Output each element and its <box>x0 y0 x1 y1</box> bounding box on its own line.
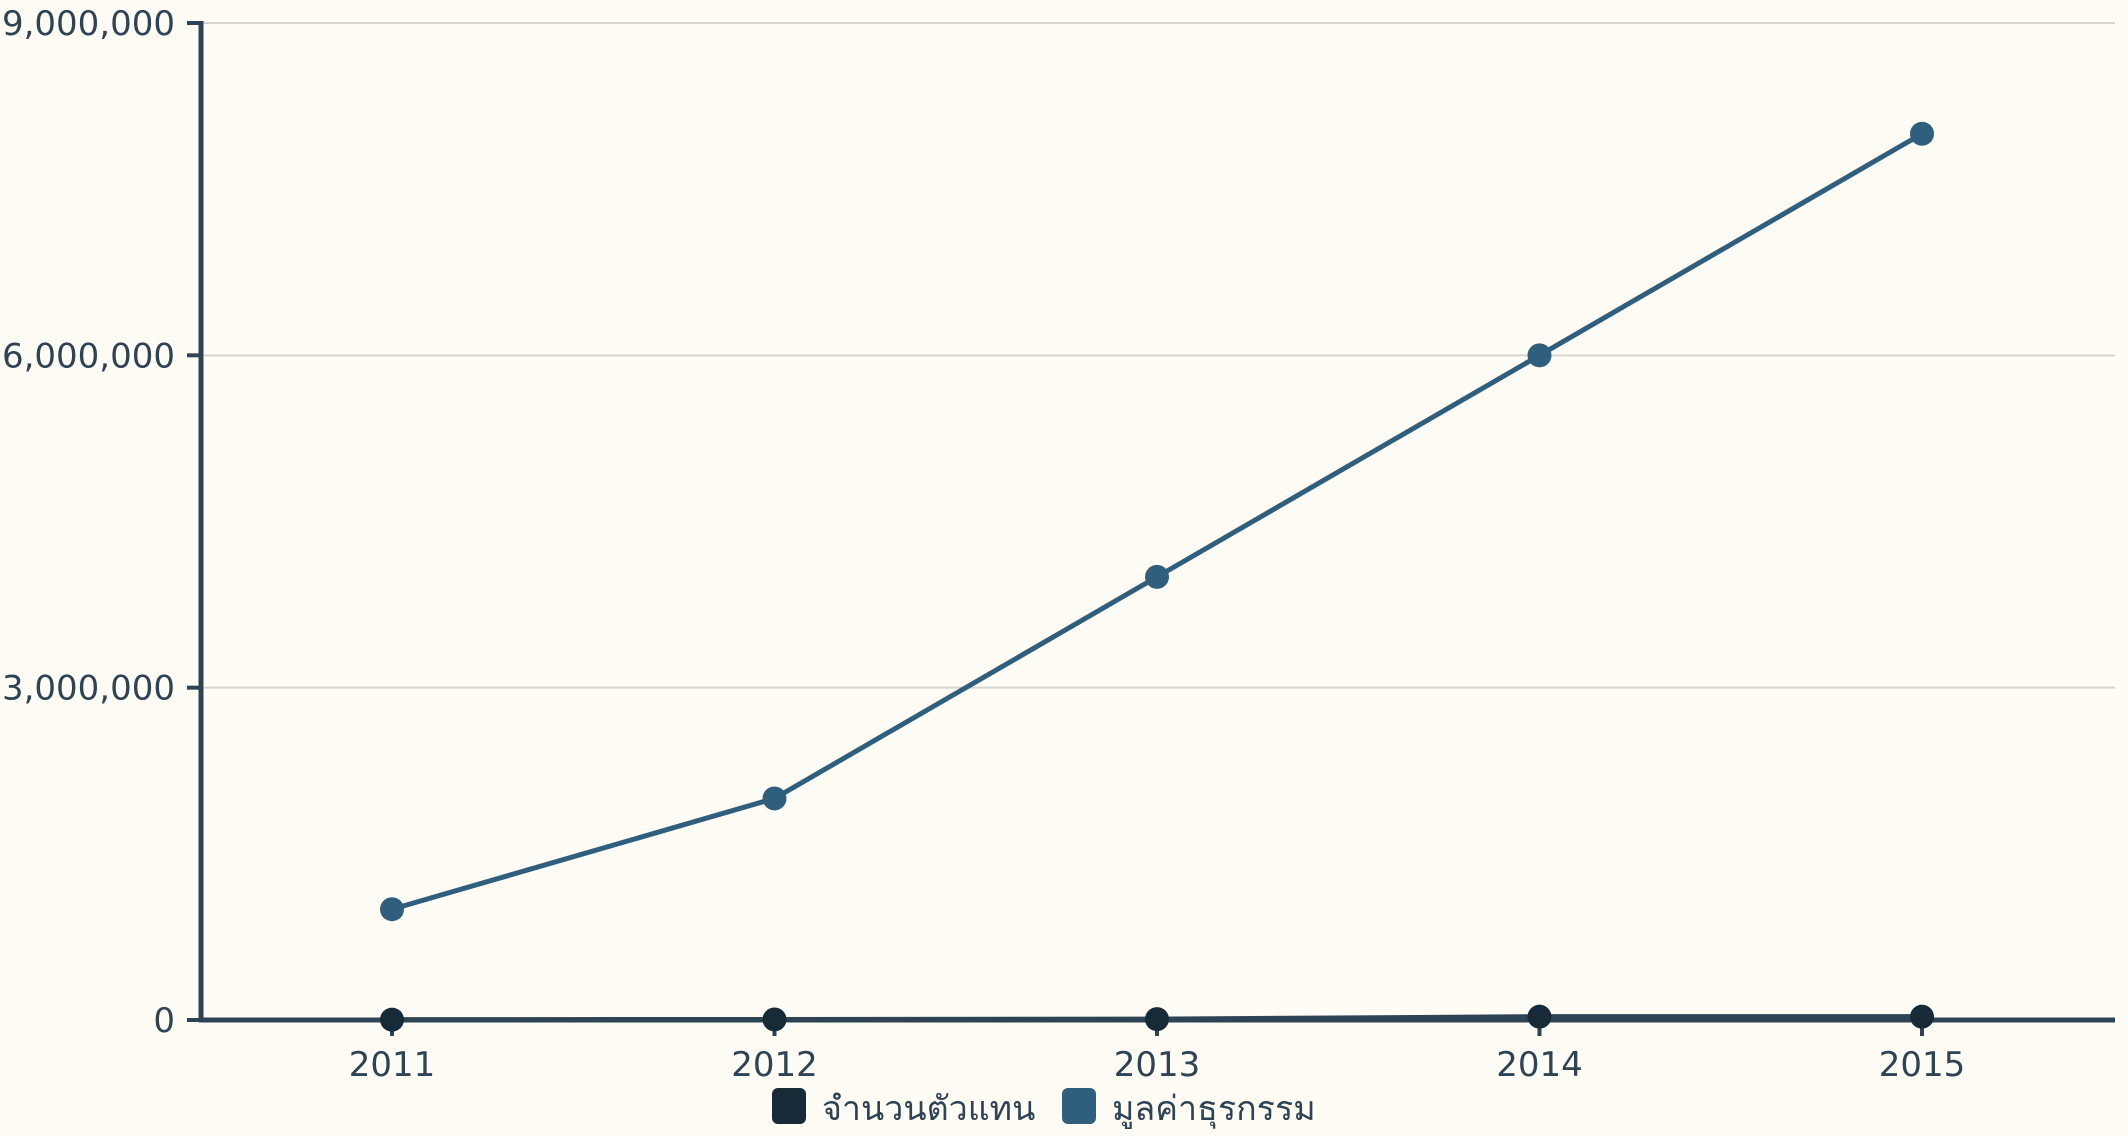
legend-label: มูลค่าธุรกรรม <box>1112 1089 1316 1129</box>
data-point <box>1910 1004 1934 1029</box>
x-tick-label: 2014 <box>1496 1045 1583 1085</box>
legend: จำนวนตัวแทน มูลค่าธุรกรรม <box>772 1088 1316 1129</box>
x-tick-label: 2013 <box>1114 1045 1201 1085</box>
legend-item: จำนวนตัวแทน <box>772 1088 1035 1129</box>
data-point <box>1910 121 1934 146</box>
x-tick-label: 2015 <box>1879 1045 1966 1085</box>
y-tick-label: 6,000,000 <box>2 336 175 376</box>
data-point <box>1145 1007 1169 1032</box>
series-2 <box>380 121 1934 922</box>
series-line <box>389 131 1925 912</box>
y-tick-label: 9,000,000 <box>2 4 175 44</box>
y-tick-label: 0 <box>153 1001 175 1041</box>
axes: 0 3,000,000 6,000,000 9,000,000 2011 2012 2013… <box>2 4 2115 1085</box>
data-point <box>1527 343 1552 368</box>
data-point <box>762 786 787 811</box>
legend-label: จำนวนตัวแทน <box>822 1089 1035 1129</box>
legend-swatch <box>772 1088 806 1124</box>
data-point <box>380 1007 404 1032</box>
data-point <box>380 897 404 922</box>
series-lines <box>380 121 1934 1032</box>
x-tick-label: 2011 <box>349 1045 436 1085</box>
series-1 <box>380 1004 1934 1032</box>
data-point <box>762 1007 787 1032</box>
legend-item: มูลค่าธุรกรรม <box>1062 1088 1316 1129</box>
legend-swatch <box>1062 1088 1096 1124</box>
data-point <box>1145 564 1169 589</box>
data-point <box>1527 1004 1552 1029</box>
gridlines <box>201 22 2115 689</box>
x-tick-label: 2012 <box>731 1045 818 1085</box>
y-tick-label: 3,000,000 <box>2 669 175 709</box>
